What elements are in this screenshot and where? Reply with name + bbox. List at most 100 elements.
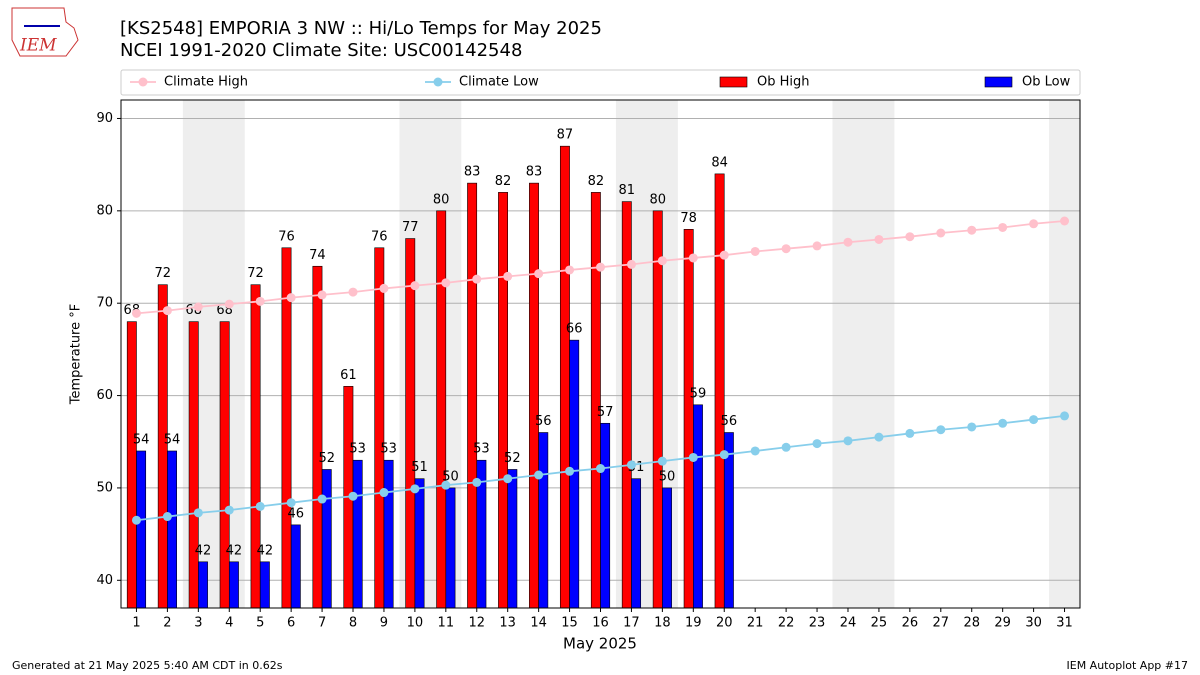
line-marker — [596, 262, 605, 272]
x-tick-label: 8 — [349, 616, 357, 631]
bar — [383, 459, 394, 609]
bar — [290, 524, 301, 609]
data-label: 72 — [247, 266, 264, 281]
logo-text: IEM — [19, 36, 57, 56]
bar — [321, 469, 332, 609]
line-marker — [410, 281, 420, 291]
bar — [167, 450, 177, 609]
line-marker — [317, 494, 327, 504]
line-marker — [626, 259, 636, 269]
x-tick-label: 14 — [530, 616, 547, 631]
legend-swatch — [719, 76, 748, 88]
line-marker — [596, 464, 605, 474]
data-label: 77 — [402, 220, 419, 235]
y-axis-label: Temperature °F — [69, 304, 84, 405]
line-marker — [657, 456, 667, 466]
weekend-shade — [1049, 100, 1080, 608]
line-marker — [565, 466, 575, 476]
data-label: 72 — [154, 266, 171, 281]
data-label: 56 — [535, 414, 552, 429]
x-tick-label: 26 — [902, 616, 919, 631]
legend-label: Ob High — [757, 75, 810, 90]
x-tick-label: 2 — [163, 616, 171, 631]
line-marker — [534, 470, 544, 480]
data-label: 83 — [526, 165, 543, 180]
data-label: 52 — [504, 451, 521, 466]
data-label: 87 — [557, 128, 574, 143]
data-label: 54 — [133, 432, 150, 447]
y-tick-label: 90 — [96, 111, 113, 126]
data-label: 53 — [349, 442, 366, 457]
bar — [188, 321, 199, 609]
bar — [228, 561, 239, 609]
line-marker — [936, 228, 946, 238]
bar — [259, 561, 270, 609]
bar — [559, 145, 570, 609]
line-marker — [688, 452, 698, 462]
data-label: 42 — [195, 543, 212, 558]
line-marker — [1029, 415, 1039, 425]
line-marker — [472, 274, 482, 284]
bar — [631, 478, 642, 609]
bar — [662, 487, 672, 609]
line-marker — [874, 234, 884, 244]
line-marker — [286, 293, 296, 303]
data-label: 59 — [690, 386, 707, 401]
y-tick-label: 70 — [96, 296, 113, 311]
x-tick-label: 27 — [933, 616, 950, 631]
line-marker — [255, 296, 265, 306]
data-label: 82 — [495, 174, 512, 189]
line-marker — [626, 460, 636, 470]
bar — [507, 469, 518, 609]
data-label: 50 — [659, 469, 676, 484]
line-marker — [812, 241, 822, 251]
line-marker — [441, 480, 451, 490]
data-label: 53 — [380, 442, 397, 457]
footer-left: Generated at 21 May 2025 5:40 AM CDT in … — [12, 659, 283, 672]
line-marker — [936, 425, 946, 435]
x-tick-label: 22 — [778, 616, 795, 631]
x-tick-label: 9 — [380, 616, 388, 631]
data-label: 82 — [588, 174, 605, 189]
logo-outline — [11, 7, 79, 57]
line-marker — [224, 299, 234, 309]
line-marker — [750, 246, 760, 256]
x-axis-label: May 2025 — [563, 635, 637, 653]
data-label: 46 — [288, 506, 305, 521]
bar — [374, 247, 385, 609]
data-label: 80 — [433, 192, 450, 207]
data-label: 57 — [597, 405, 614, 420]
line-marker — [286, 498, 296, 508]
bar — [312, 265, 323, 609]
x-tick-label: 12 — [468, 616, 485, 631]
x-tick-label: 25 — [871, 616, 888, 631]
bar — [467, 182, 478, 609]
line-marker — [1029, 219, 1039, 229]
bar — [445, 487, 456, 609]
legend-swatch — [984, 76, 1013, 88]
footer-right: IEM Autoplot App #17 — [1067, 659, 1189, 672]
x-tick-label: 31 — [1056, 616, 1073, 631]
x-tick-label: 24 — [840, 616, 857, 631]
line-marker — [348, 287, 358, 297]
x-tick-label: 21 — [747, 616, 764, 631]
data-label: 76 — [278, 229, 295, 244]
data-label: 56 — [721, 414, 738, 429]
x-tick-label: 4 — [225, 616, 233, 631]
line-marker — [193, 302, 203, 312]
x-tick-label: 29 — [994, 616, 1011, 631]
bar — [352, 459, 363, 609]
line-marker — [719, 250, 729, 260]
bar — [436, 210, 447, 609]
line-marker — [565, 265, 575, 275]
line-marker — [781, 442, 791, 452]
data-label: 51 — [411, 460, 428, 475]
line-marker — [657, 256, 667, 266]
line-marker — [905, 428, 915, 438]
x-tick-label: 10 — [407, 616, 424, 631]
bar — [219, 321, 230, 609]
bar — [714, 173, 725, 609]
data-label: 52 — [318, 451, 335, 466]
legend-label: Climate High — [164, 75, 248, 90]
data-label: 42 — [257, 543, 274, 558]
